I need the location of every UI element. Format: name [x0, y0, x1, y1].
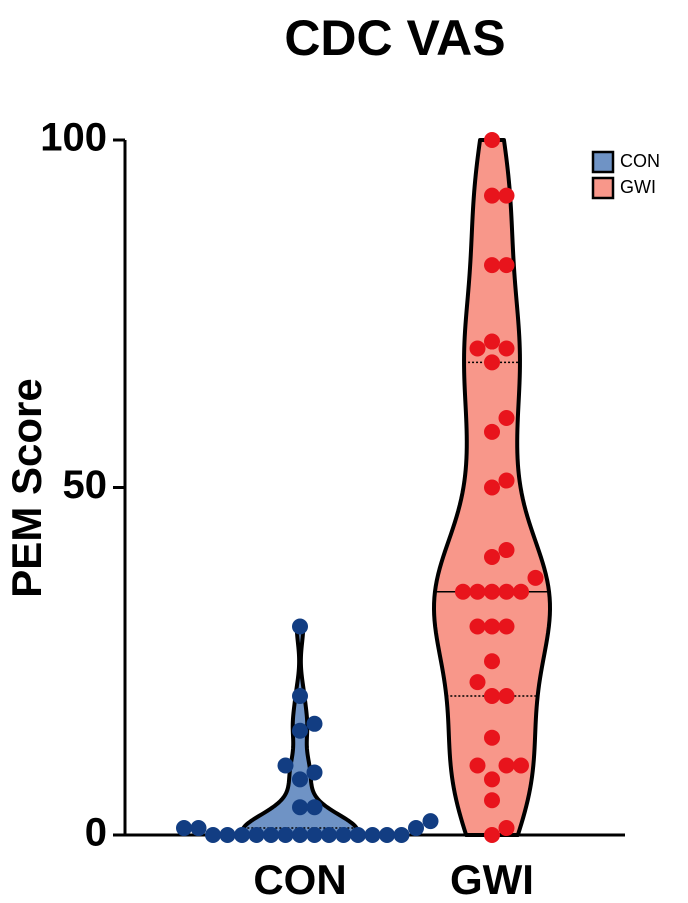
data-point: [292, 771, 308, 788]
data-point: [263, 827, 279, 843]
data-point: [484, 257, 500, 274]
data-point: [484, 792, 500, 809]
data-point: [292, 722, 308, 739]
data-point: [219, 827, 236, 843]
data-point: [484, 549, 500, 565]
data-point: [306, 827, 323, 843]
data-point: [292, 688, 308, 704]
data-point: [469, 618, 486, 635]
data-point: [469, 757, 486, 774]
data-point: [527, 569, 544, 586]
data-point: [513, 757, 529, 774]
data-point: [379, 827, 395, 843]
y-tick-label: 0: [85, 811, 107, 855]
data-point: [498, 410, 515, 426]
data-point: [484, 187, 500, 204]
data-point: [498, 583, 515, 600]
data-point: [484, 771, 500, 788]
data-point: [469, 340, 486, 357]
data-point: [469, 583, 486, 600]
data-point: [292, 799, 308, 816]
data-point: [408, 820, 424, 837]
data-point: [306, 799, 323, 816]
data-point: [498, 257, 515, 274]
data-point: [277, 757, 294, 774]
y-tick-label: 100: [40, 116, 107, 160]
data-point: [484, 333, 500, 350]
legend-swatch: [591, 150, 615, 174]
legend-label: GWI: [620, 177, 656, 197]
data-point: [321, 827, 337, 843]
data-point: [513, 583, 529, 600]
data-point: [498, 340, 515, 357]
data-point: [306, 764, 323, 781]
data-point: [176, 820, 192, 837]
data-point: [498, 820, 515, 837]
data-point: [484, 729, 500, 746]
data-point: [306, 715, 323, 732]
data-point: [484, 354, 500, 371]
data-point: [484, 583, 500, 600]
chart-title: CDC VAS: [284, 10, 505, 66]
data-point: [393, 827, 410, 843]
y-tick-label: 50: [63, 463, 108, 507]
data-point: [484, 132, 500, 148]
data-point: [469, 674, 486, 691]
data-point: [484, 423, 500, 440]
data-point: [292, 827, 308, 843]
data-point: [190, 820, 207, 837]
data-point: [484, 653, 500, 670]
data-point: [484, 688, 500, 704]
data-point: [498, 542, 515, 559]
data-point: [292, 618, 308, 635]
data-point: [422, 813, 439, 830]
data-point: [498, 688, 515, 704]
data-point: [455, 583, 471, 600]
x-tick-label: GWI: [450, 856, 534, 903]
legend-label: CON: [620, 151, 660, 171]
legend-swatch: [591, 176, 615, 200]
data-point: [498, 618, 515, 635]
data-point: [484, 827, 500, 843]
data-point: [498, 757, 515, 774]
data-point: [248, 827, 265, 843]
data-point: [277, 827, 294, 843]
y-axis-label: PEM Score: [3, 378, 50, 597]
data-point: [498, 187, 515, 204]
data-point: [335, 827, 352, 843]
x-tick-label: CON: [253, 856, 346, 903]
data-point: [498, 472, 515, 489]
data-point: [484, 479, 500, 496]
data-point: [234, 827, 250, 843]
data-point: [364, 827, 381, 843]
data-point: [350, 827, 366, 843]
data-point: [205, 827, 221, 843]
data-point: [484, 618, 500, 635]
